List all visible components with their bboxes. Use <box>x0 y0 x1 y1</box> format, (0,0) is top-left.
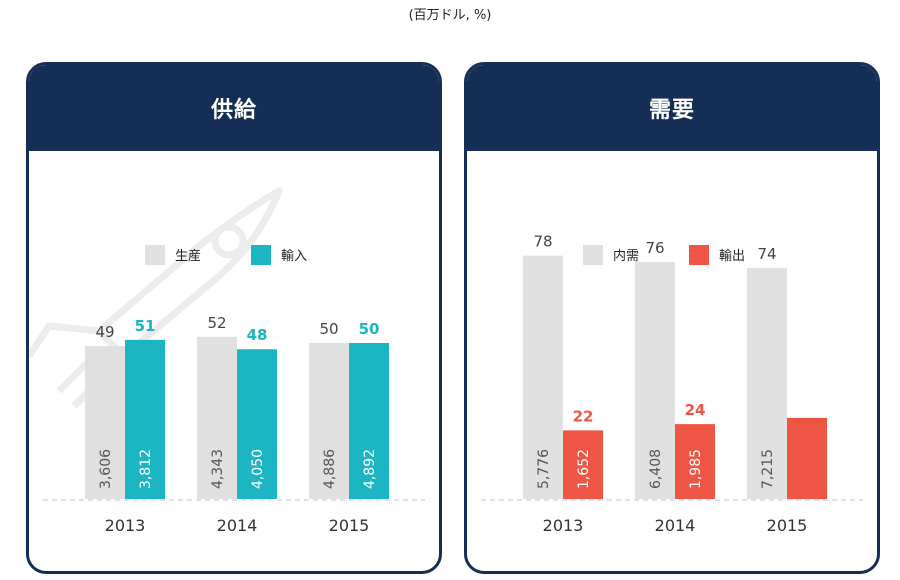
value-label-1-2: 4,892 <box>362 449 378 489</box>
value-label-0-2: 4,886 <box>322 449 338 489</box>
pct-label-1-2: 50 <box>359 320 380 338</box>
bar-内需-2015 <box>747 268 787 499</box>
category-label-0: 2013 <box>543 516 584 535</box>
pct-label-0-0: 78 <box>533 233 552 251</box>
value-label-1-0: 1,652 <box>576 449 592 489</box>
value-label-0-1: 6,408 <box>648 449 664 489</box>
category-label-2: 2015 <box>767 516 808 535</box>
legend-swatch-0 <box>145 245 165 265</box>
supply-panel-title: 供給 <box>29 65 439 151</box>
pct-label-0-1: 76 <box>645 239 664 257</box>
category-label-1: 2014 <box>217 516 258 535</box>
bar-輸入-2013 <box>125 339 165 499</box>
unit-note: (百万ドル, %) <box>408 8 492 23</box>
supply-chart: 生産 輸入 49 3,606 51 3,812 2013 52 4,343 48 4,050 2014… <box>43 245 425 535</box>
bar-輸出-2014 <box>675 424 715 499</box>
legend-swatch-0 <box>583 245 603 265</box>
pct-label-0-2: 74 <box>757 245 776 263</box>
category-label-1: 2014 <box>655 516 696 535</box>
legend-label-0: 生産 <box>175 248 201 264</box>
pct-label-0-2: 50 <box>319 320 338 338</box>
category-label-0: 2013 <box>105 516 146 535</box>
value-label-0-0: 3,606 <box>98 449 114 489</box>
category-label-2: 2015 <box>329 516 370 535</box>
bar-内需-2014 <box>635 261 675 499</box>
value-label-0-1: 4,343 <box>210 449 226 489</box>
bar-輸入-2014 <box>237 349 277 499</box>
bar-輸出-2015 <box>787 417 827 499</box>
bar-内需-2013 <box>523 255 563 499</box>
legend-label-1: 輸入 <box>281 249 307 264</box>
value-label-0-0: 5,776 <box>536 449 552 489</box>
value-label-1-0: 3,812 <box>138 449 154 489</box>
pct-label-0-1: 52 <box>207 314 226 332</box>
pct-label-0-0: 49 <box>95 323 114 341</box>
legend-swatch-1 <box>689 245 709 265</box>
pct-label-1-0: 22 <box>573 407 594 425</box>
legend-label-1: 輸出 <box>719 249 745 264</box>
demand-chart: 内需 輸出 78 5,776 22 1,652 2013 76 6,408 24 1,985 2014… <box>481 233 863 535</box>
demand-panel: 需要 内需 輸出 78 5,776 22 1,652 2013 76 6,408 24 1,985 2… <box>464 62 880 574</box>
bar-生産-2013 <box>85 346 125 499</box>
pct-label-1-0: 51 <box>135 317 156 335</box>
pct-label-1-1: 24 <box>685 401 706 419</box>
demand-panel-title: 需要 <box>467 65 877 151</box>
value-label-1-1: 4,050 <box>250 449 266 489</box>
bar-生産-2014 <box>197 336 237 499</box>
bar-輸入-2015 <box>349 343 389 499</box>
pct-label-1-1: 48 <box>247 326 268 344</box>
legend-label-0: 内需 <box>613 248 639 264</box>
bar-輸出-2013 <box>563 430 603 499</box>
legend-swatch-1 <box>251 245 271 265</box>
supply-panel: 供給 生産 輸入 49 3,606 51 3,812 2013 52 4,343 48 4,050 2… <box>26 62 442 574</box>
value-label-0-2: 7,215 <box>760 449 776 489</box>
bar-生産-2015 <box>309 343 349 499</box>
value-label-1-1: 1,985 <box>688 449 704 489</box>
